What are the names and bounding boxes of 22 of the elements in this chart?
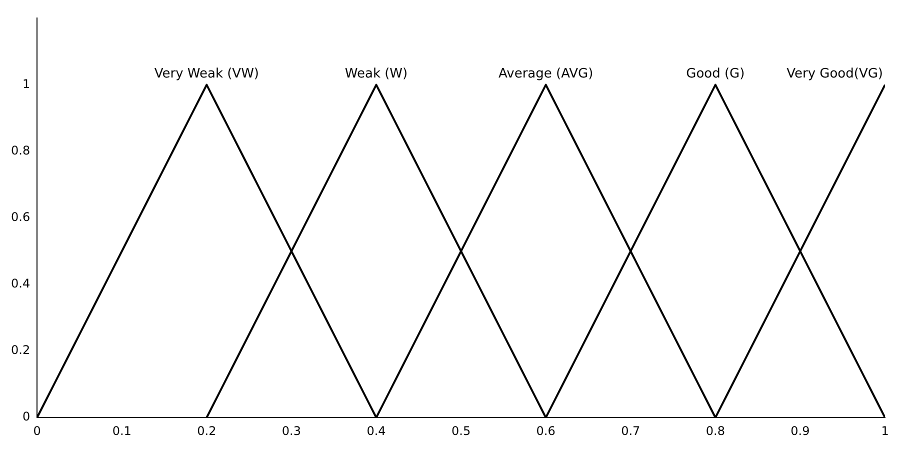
x-tick-label: 0.1 (112, 424, 132, 438)
series-label: Good (G) (686, 66, 745, 82)
x-tick-label: 0.5 (451, 424, 471, 438)
y-tick-label: 0.6 (10, 210, 30, 224)
x-tick-label: 0.8 (706, 424, 725, 438)
x-tick-label: 0.6 (536, 424, 556, 438)
series-label: Weak (W) (344, 66, 408, 82)
y-tick-label: 0.4 (10, 276, 30, 291)
series-label: Very Good(VG) (786, 66, 884, 82)
x-tick-label: 0.9 (790, 424, 810, 438)
y-tick-label: 1 (22, 76, 30, 91)
y-tick-label: 0 (22, 410, 30, 424)
x-tick-label: 0.3 (282, 424, 302, 438)
x-tick-label: 0.2 (197, 424, 216, 438)
series-label: Very Weak (VW) (154, 66, 260, 82)
y-tick-label: 0.8 (10, 143, 30, 158)
series-label: Average (AVG) (498, 66, 594, 82)
x-tick-label: 0 (33, 424, 41, 438)
x-tick-label: 0.7 (621, 424, 640, 438)
x-tick-label: 1 (881, 424, 889, 438)
x-tick-label: 0.4 (366, 424, 386, 438)
y-tick-label: 0.2 (10, 343, 30, 358)
